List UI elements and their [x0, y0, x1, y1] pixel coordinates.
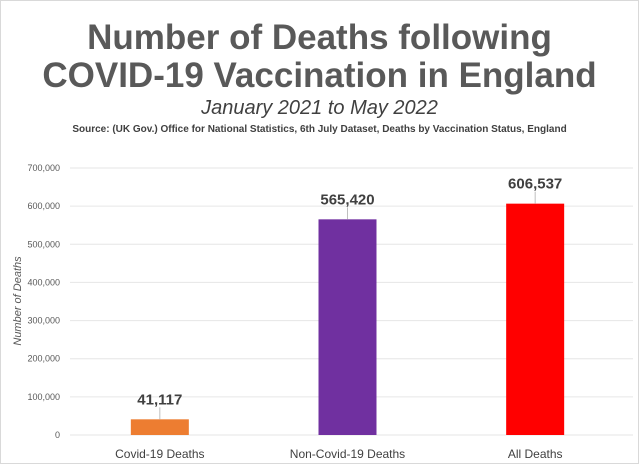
chart-title-line-1: Number of Deaths following	[87, 18, 552, 57]
data-label: 41,117	[137, 391, 182, 408]
y-tick-label: 300,000	[27, 316, 60, 326]
bar	[318, 219, 377, 435]
bar	[130, 419, 189, 435]
x-tick-label: All Deaths	[508, 447, 563, 461]
bar	[506, 203, 565, 435]
data-label: 606,537	[508, 176, 562, 193]
y-axis-label: Number of Deaths	[12, 256, 24, 346]
y-tick-label: 600,000	[27, 201, 60, 211]
x-tick-label: Non-Covid-19 Deaths	[290, 447, 405, 461]
y-tick-label: 400,000	[27, 277, 60, 287]
y-tick-label: 0	[55, 430, 60, 440]
data-label: 565,420	[320, 191, 374, 208]
y-tick-label: 700,000	[27, 163, 60, 173]
x-tick-label: Covid-19 Deaths	[115, 447, 204, 461]
y-tick-label: 100,000	[27, 392, 60, 402]
y-tick-label: 500,000	[27, 239, 60, 249]
y-tick-label: 200,000	[27, 354, 60, 364]
chart-subtitle: January 2021 to May 2022	[201, 97, 438, 119]
chart-title-line-2: COVID-19 Vaccination in England	[42, 56, 597, 95]
chart-source: Source: (UK Gov.) Office for National St…	[72, 124, 567, 135]
